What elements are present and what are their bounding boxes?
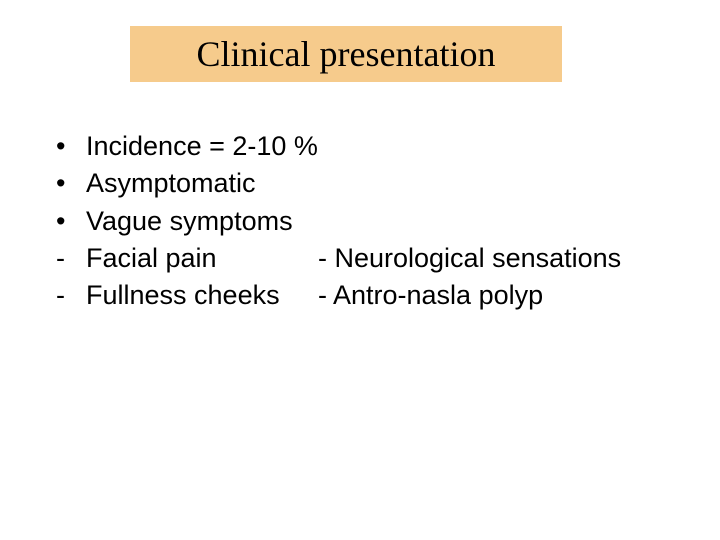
list-text-secondary: - Neurological sensations — [318, 240, 676, 277]
bullet-marker: • — [56, 128, 86, 165]
dash-marker: - — [56, 277, 86, 314]
list-item: - Facial pain - Neurological sensations — [56, 240, 676, 277]
slide: Clinical presentation • Incidence = 2-10… — [0, 0, 720, 540]
title-box: Clinical presentation — [130, 26, 562, 82]
list-text: Asymptomatic — [86, 165, 318, 202]
list-item: • Asymptomatic — [56, 165, 676, 202]
list-item: - Fullness cheeks - Antro-nasla polyp — [56, 277, 676, 314]
slide-title: Clinical presentation — [197, 33, 496, 75]
bullet-marker: • — [56, 203, 86, 240]
list-text: Fullness cheeks — [86, 277, 318, 314]
dash-marker: - — [56, 240, 86, 277]
content-box: • Incidence = 2-10 % • Asymptomatic • Va… — [56, 128, 676, 314]
list-text: Facial pain — [86, 240, 318, 277]
list-item: • Incidence = 2-10 % — [56, 128, 676, 165]
list-text-secondary: - Antro-nasla polyp — [318, 277, 676, 314]
list-text: Incidence = 2-10 % — [86, 128, 318, 165]
bullet-marker: • — [56, 165, 86, 202]
list-text: Vague symptoms — [86, 203, 318, 240]
list-item: • Vague symptoms — [56, 203, 676, 240]
